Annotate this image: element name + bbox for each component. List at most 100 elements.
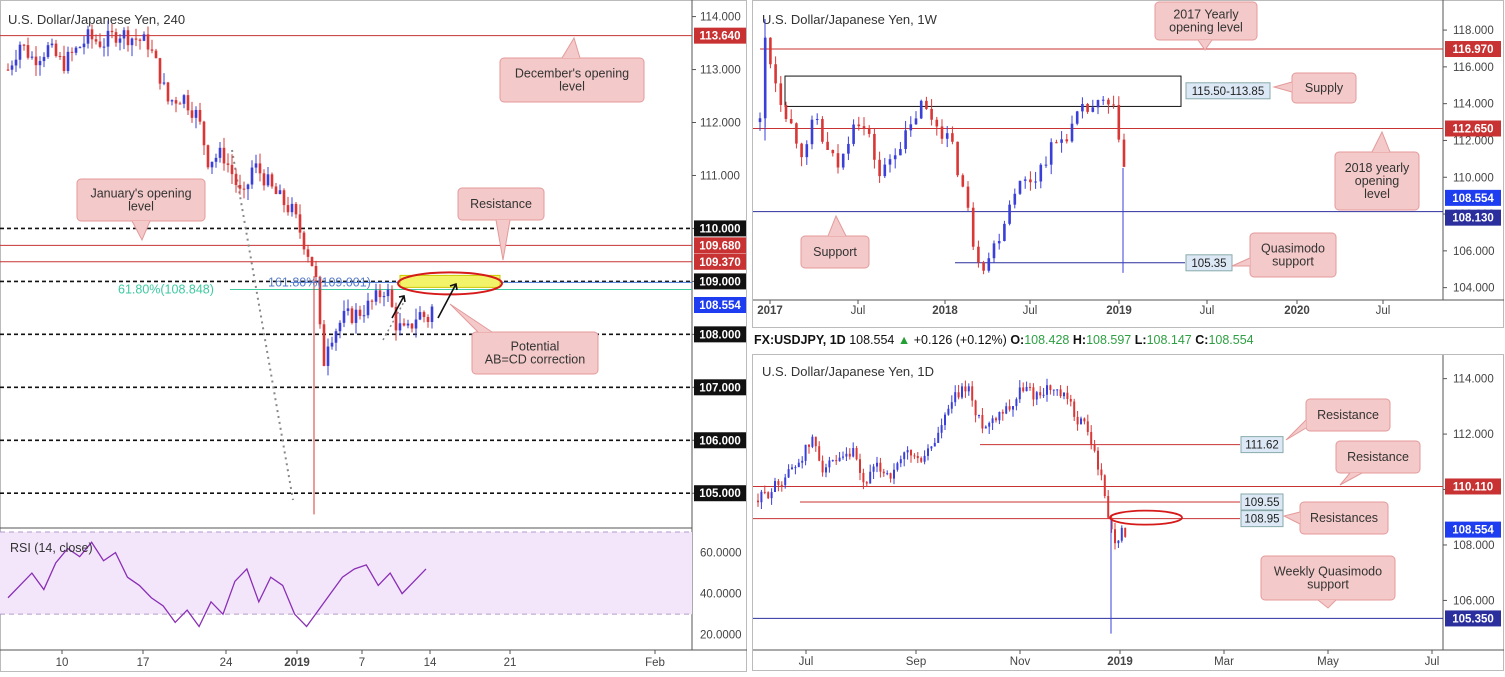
h4-candle (162, 82, 166, 84)
daily-candle (1114, 529, 1116, 544)
h4-candle (158, 58, 162, 84)
h4-candle (402, 323, 406, 326)
daily-info-part: 108.147 (1147, 333, 1192, 347)
h4-fib-label: 61.80%(108.848) (118, 282, 214, 296)
weekly-candle (1060, 139, 1063, 143)
weekly-price-tag: 108.130 (1452, 213, 1494, 225)
weekly-candle (815, 119, 819, 121)
h4-xtick-label: 24 (220, 657, 233, 669)
daily-title: U.S. Dollar/Japanese Yen, 1D (762, 364, 934, 379)
daily-candle (1049, 385, 1052, 391)
daily-candle (971, 386, 974, 401)
daily-candle (984, 426, 987, 429)
daily-r1-label: 111.62 (1245, 440, 1278, 452)
weekly-price-tag-bg (1445, 120, 1501, 137)
h4-candle (338, 322, 342, 332)
weekly-panel: U.S. Dollar/Japanese Yen, 1W 118.000 116.0… (752, 0, 1504, 328)
h4-candle (286, 205, 290, 213)
weekly-callout-2018-text: 2018 yearly opening level (1345, 161, 1410, 201)
daily-candle (1073, 401, 1076, 417)
weekly-candle (831, 149, 835, 154)
weekly-candle (805, 144, 809, 158)
daily-ellipse (1109, 509, 1183, 526)
weekly-ytick-label: 118.000 (1453, 25, 1494, 37)
h4-candle (386, 289, 390, 297)
h4-candle (366, 300, 370, 316)
h4-candle (330, 342, 334, 347)
weekly-candle (821, 119, 824, 142)
h4-candle (354, 309, 358, 323)
weekly-candle (1044, 164, 1048, 166)
h4-price-tag: 108.554 (699, 300, 741, 312)
h4-candle (382, 296, 386, 298)
daily-candle (967, 386, 970, 392)
weekly-candle (1018, 180, 1022, 194)
weekly-candle (852, 124, 855, 144)
daily-candle (869, 471, 872, 484)
weekly-candle (951, 133, 954, 142)
h4-candle (406, 323, 410, 326)
h4-xtick-label: Feb (645, 657, 665, 669)
h4-xtick-label: 7 (359, 657, 365, 669)
h4-candle (258, 163, 262, 174)
h4-candle (170, 100, 174, 102)
h4-candle (418, 312, 422, 320)
h4-candle (22, 44, 26, 46)
weekly-candle (857, 124, 861, 127)
h4-candle (302, 232, 306, 250)
weekly-candle (1070, 123, 1074, 142)
h4-candle (254, 163, 258, 168)
weekly-candle (956, 141, 959, 176)
weekly-candle (909, 124, 913, 131)
daily-candle (797, 462, 800, 468)
daily-candle (814, 436, 817, 447)
h4-ytick-label: 113.000 (700, 65, 741, 77)
weekly-candle (878, 159, 881, 177)
daily-candle (818, 446, 821, 461)
daily-candle (1042, 394, 1045, 396)
daily-candle (933, 442, 936, 447)
daily-r1-label-bg (1240, 436, 1284, 454)
h4-candle (134, 38, 138, 40)
daily-candle (791, 467, 793, 470)
daily-ytick-label: 108.000 (1453, 540, 1495, 552)
daily-candle (910, 450, 912, 456)
h4-ytick-label: 112.000 (700, 118, 741, 130)
daily-candle (893, 469, 895, 479)
weekly-candle (810, 119, 814, 145)
weekly-price-tag-bg (1445, 189, 1501, 206)
h4-candle (426, 317, 430, 323)
daily-candle (903, 452, 906, 460)
weekly-callout-supply-pointer (1272, 81, 1293, 93)
daily-candle (944, 414, 946, 426)
daily-candle (1005, 406, 1008, 414)
h4-candle (210, 161, 214, 168)
h4-candle (358, 309, 362, 316)
h4-candle (190, 110, 194, 118)
h4-price-tag: 109.370 (699, 257, 741, 269)
h4-candle (298, 214, 302, 233)
h4-candle (194, 109, 198, 118)
h4-candle (70, 51, 74, 53)
daily-xtick-label: Jul (799, 656, 814, 668)
h4-candle (138, 39, 142, 41)
daily-candle (1032, 387, 1035, 400)
daily-candle (1093, 444, 1096, 451)
daily-candle (964, 386, 967, 392)
daily-candle (1008, 406, 1011, 410)
h4-candle (50, 43, 54, 46)
weekly-candle (992, 243, 996, 259)
h4-candle (90, 29, 94, 40)
weekly-supply-zone (784, 75, 1182, 107)
h4-candle (142, 34, 146, 41)
h4-candle (198, 109, 202, 122)
daily-candle (1103, 475, 1106, 496)
h4-candle (270, 174, 274, 187)
h4-candle (74, 47, 78, 53)
weekly-candle (904, 130, 907, 150)
weekly-callout-support: Support (800, 214, 870, 269)
weekly-callout-2017-text: 2017 Yearly opening level (1169, 8, 1243, 35)
daily-candle (876, 462, 878, 467)
h4-candle (326, 346, 330, 366)
h4-price-tag-bg (694, 237, 746, 254)
